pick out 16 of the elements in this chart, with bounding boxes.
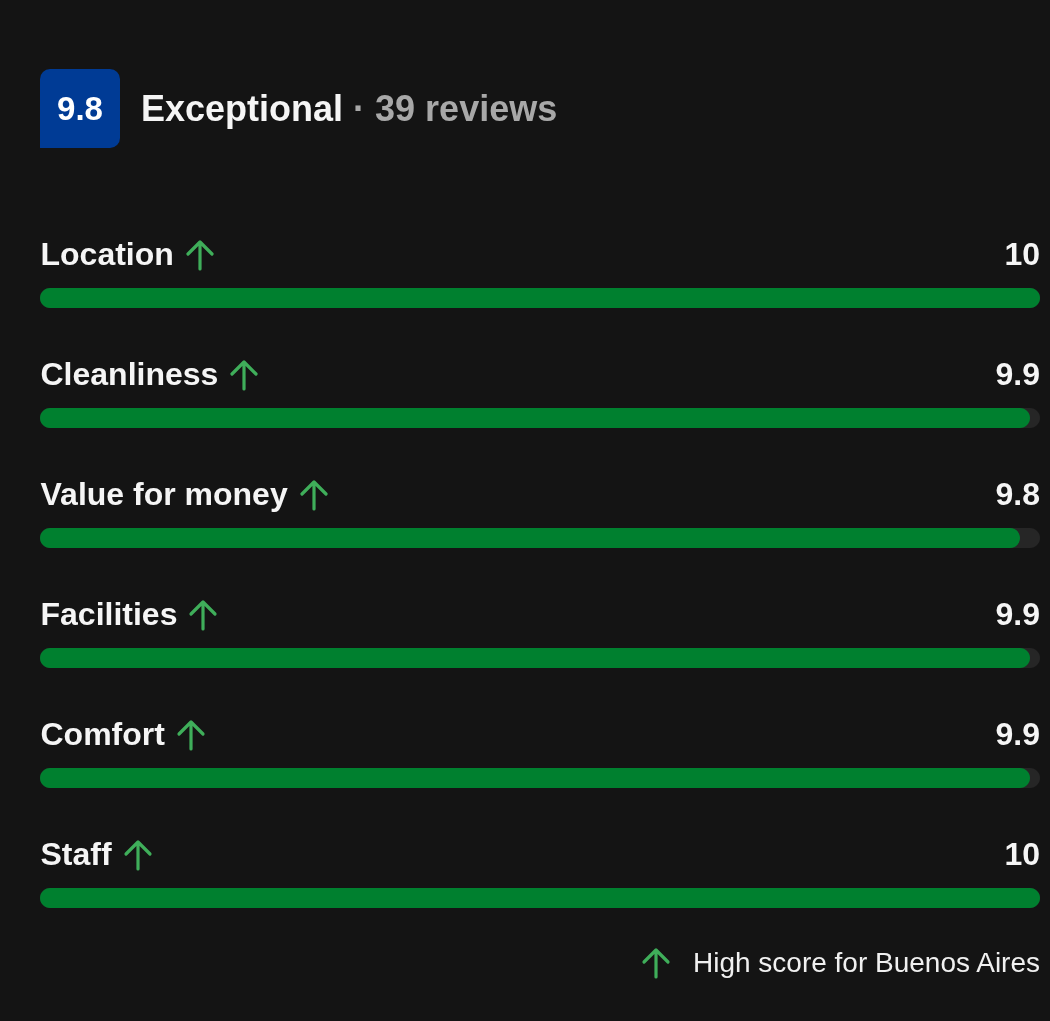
chart-title: Exceptional [141,87,344,130]
data-label: 9.9 [995,596,1040,632]
score-badge: 9.8 [40,69,120,148]
data-label: 9.9 [995,356,1040,392]
y-tick-label: Location [40,236,174,272]
y-tick-label: Cleanliness [40,356,219,392]
data-label: 9.8 [995,476,1040,512]
annotation: High score for Buenos Aires [692,947,1040,979]
y-tick-label: Comfort [40,716,166,752]
y-tick-label: Value for money [40,476,288,512]
y-tick-label: Facilities [40,596,178,632]
data-label: 9.9 [995,716,1040,752]
data-label: 10 [1004,236,1040,272]
data-label: 10 [1004,836,1040,872]
chart-subtitle: · 39 reviews [353,87,558,130]
y-tick-label: Staff [40,836,112,872]
